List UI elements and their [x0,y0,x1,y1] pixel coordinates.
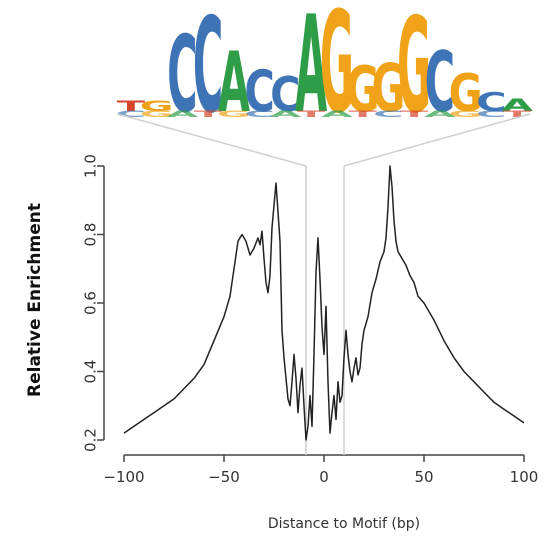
y-tick-label: 0.4 [81,360,99,384]
logo-letter-a: A [218,35,250,131]
logo-letter-g: G [371,50,405,126]
logo-letter-c: C [167,14,197,136]
logo-minor-letter: G [140,109,174,119]
logo-letter-g: G [449,65,483,124]
logo-minor-letter: T [348,109,377,119]
logo-minor-letter: T [297,109,326,119]
logo-minor-letter: A [166,109,199,119]
x-tick-label: −100 [103,468,144,486]
y-tick-label: 0.8 [81,223,99,247]
logo-letter-c: C [270,69,300,123]
logo-minor-letter: A [321,109,354,119]
logo-letter-g: G [346,53,380,126]
logo-letter-a: A [501,96,534,115]
logo-minor-letter: A [269,109,302,119]
logo-letter-c: C [476,88,506,118]
x-tick-label: −50 [208,468,240,486]
y-tick-label: 0.2 [81,428,99,452]
y-tick-label: 1.0 [81,154,99,178]
connector-left-line [117,113,307,167]
x-axis-title: Distance to Motif (bp) [268,516,420,532]
logo-minor-letter: C [476,109,506,119]
logo-letter-a: A [295,0,327,143]
logo-letter-t: T [117,98,145,114]
y-axis-title: Relative Enrichment [25,203,45,397]
logo-letter-c: C [193,0,223,142]
logo-letter-g: G [397,0,431,142]
logo-minor-letter: T [503,109,532,119]
logo-letter-g: G [320,0,354,145]
logo-minor-letter: G [449,109,483,119]
y-tick-label: 0.6 [81,291,99,315]
x-tick-label: 50 [414,468,433,486]
logo-connector-lines [117,113,531,167]
logo-minor-letter: C [244,109,274,119]
x-tick-label: 0 [319,468,329,486]
logo-minor-letter: C [373,109,403,119]
logo-minor-letter: G [217,109,251,119]
plot-axes: −100 −50 0 50 100 0.2 0.4 0.6 0.8 1.0 [81,154,538,486]
logo-minor-letter: A [424,109,457,119]
logo-minor-letter: T [400,109,429,119]
logo-minor-letter: C [116,109,146,119]
logo-letter-c: C [425,35,455,131]
logo-minor-letter: T [194,109,223,119]
enrichment-series [123,165,525,441]
logo-letter-c: C [244,58,274,124]
x-tick-label: 100 [510,468,539,486]
logo-letter-g: G [140,98,174,114]
enrichment-line [123,165,525,441]
connector-right-line [343,113,531,167]
